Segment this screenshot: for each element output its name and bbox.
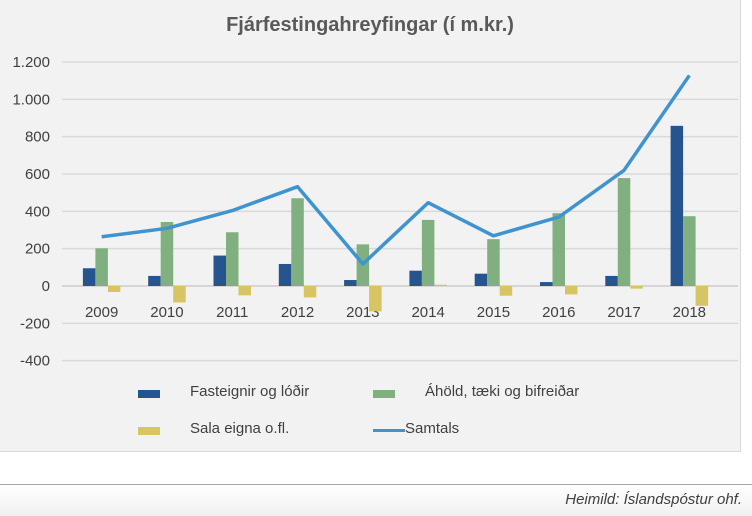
y-tick-label: 1.200 xyxy=(12,54,50,71)
legend-swatch xyxy=(138,390,160,398)
bar-fasteignir xyxy=(82,268,96,286)
legend-label: Áhöld, tæki og bifreiðar xyxy=(425,383,580,400)
bar-fasteignir xyxy=(540,282,553,286)
line-samtals xyxy=(101,74,691,266)
y-tick-label: 600 xyxy=(25,166,50,183)
bar-sala xyxy=(303,286,317,298)
bar-fasteignir xyxy=(344,280,357,286)
y-tick-label: -200 xyxy=(20,315,50,332)
x-tick-label: 2009 xyxy=(85,304,118,321)
y-tick-label: 800 xyxy=(25,129,50,146)
y-tick-label: 400 xyxy=(25,203,50,220)
bar-áhöld, xyxy=(226,232,239,286)
source-note: Heimild: Íslandspóstur ohf. xyxy=(565,491,742,508)
bar-fasteignir xyxy=(605,275,618,286)
x-tick-label: 2015 xyxy=(477,304,510,321)
bar-sala xyxy=(107,286,121,292)
bar-sala xyxy=(499,286,513,296)
legend-label: Samtals xyxy=(405,420,460,437)
bar-áhöld, xyxy=(421,219,435,286)
bar-sala xyxy=(369,286,382,312)
legend-label: Sala eigna o.fl. xyxy=(190,420,290,437)
x-tick-label: 2012 xyxy=(281,304,314,321)
bar-áhöld, xyxy=(617,178,631,286)
y-tick-label: -400 xyxy=(20,353,50,370)
x-tick-label: 2010 xyxy=(150,304,183,321)
bar-fasteignir xyxy=(278,263,292,286)
bar-sala xyxy=(238,286,251,296)
legend-swatch xyxy=(373,390,395,398)
bar-fasteignir xyxy=(409,270,422,286)
y-tick-label: 200 xyxy=(25,241,50,258)
bar-sala xyxy=(173,286,186,303)
chart-title: Fjárfestingahreyfingar (í m.kr.) xyxy=(226,14,514,36)
bar-sala xyxy=(630,286,643,289)
x-tick-label: 2016 xyxy=(542,304,575,321)
y-tick-label: 0 xyxy=(42,278,50,295)
bar-áhöld, xyxy=(683,216,696,286)
bar-áhöld, xyxy=(160,221,174,286)
y-tick-label: 1.000 xyxy=(12,91,50,108)
legend-swatch xyxy=(138,427,160,435)
chart-plot: -400 -200 0 200 400 600 800 1.000 1.200 2009 2010 2… xyxy=(12,54,738,370)
bar-áhöld, xyxy=(552,213,565,286)
bar-áhöld, xyxy=(291,198,304,286)
legend-label: Fasteignir og lóðir xyxy=(190,383,310,400)
bar-fasteignir xyxy=(213,255,226,286)
footer: Heimild: Íslandspóstur ohf. xyxy=(0,484,752,516)
legend-swatch xyxy=(373,429,405,432)
x-tick-label: 2014 xyxy=(411,304,444,321)
bar-áhöld, xyxy=(95,248,108,286)
x-tick-label: 2011 xyxy=(216,304,248,321)
bar-áhöld, xyxy=(487,239,500,286)
bar-fasteignir xyxy=(670,125,684,286)
bar-fasteignir xyxy=(474,273,488,286)
x-tick-label: 2018 xyxy=(673,304,706,321)
bar-sala xyxy=(434,284,447,286)
bar-sala xyxy=(695,286,709,306)
bar-sala xyxy=(565,286,578,295)
bar-fasteignir xyxy=(148,275,161,286)
chart-area: Fjárfestingahreyfingar (í m.kr.) -400 -20… xyxy=(0,0,741,452)
x-tick-label: 2017 xyxy=(607,304,640,321)
